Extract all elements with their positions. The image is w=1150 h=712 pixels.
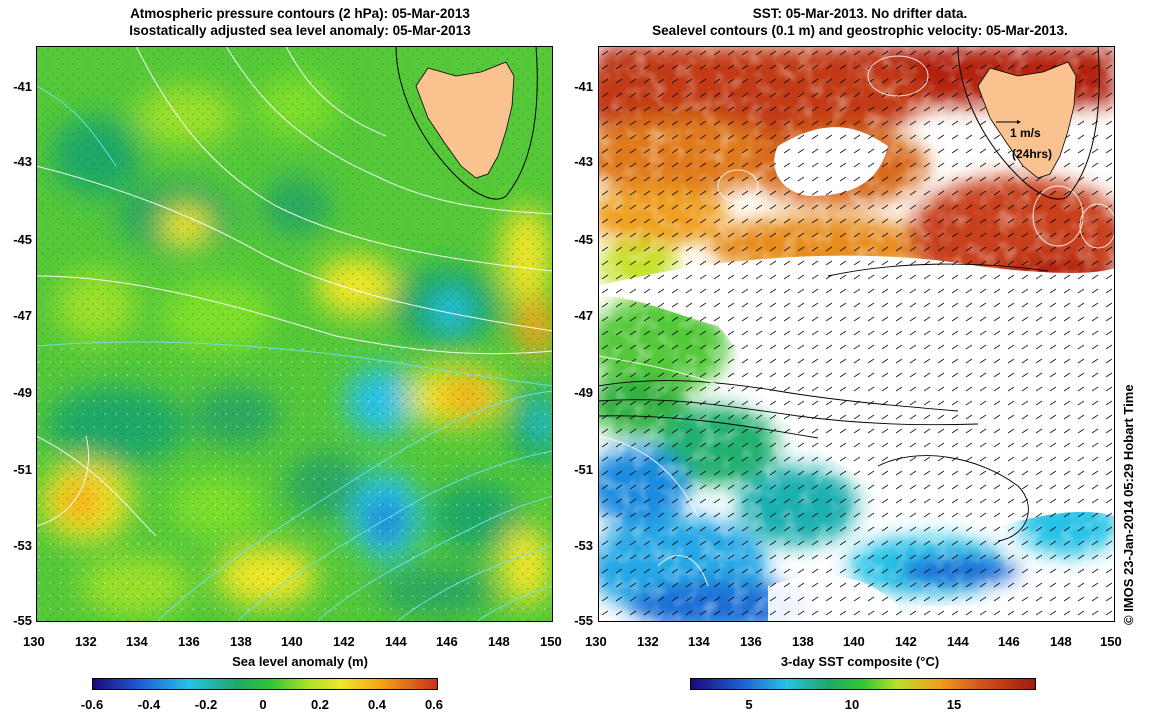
sst-map-svg: [598, 46, 1115, 622]
y-tick: -53: [13, 538, 32, 553]
right-frame: [598, 46, 1115, 622]
colorbar-tick: -0.2: [194, 697, 218, 712]
x-tick: 150: [540, 634, 562, 649]
y-tick: -49: [574, 385, 593, 400]
x-tick: 144: [947, 634, 969, 649]
colorbar-tick: 0.4: [367, 697, 387, 712]
x-tick: 134: [126, 634, 148, 649]
x-tick: 138: [230, 634, 252, 649]
y-tick: -43: [574, 154, 593, 169]
sealevel-contours: [36, 85, 553, 622]
y-tick: -51: [574, 462, 593, 477]
right-title: SST: 05-Mar-2013. No drifter data. Seale…: [600, 5, 1120, 39]
y-tick: -47: [13, 308, 32, 323]
y-tick: -41: [13, 79, 32, 94]
right-colorbar-label: 3-day SST composite (°C): [780, 654, 940, 669]
y-tick: -53: [574, 538, 593, 553]
y-tick: -51: [13, 462, 32, 477]
sst-sealevel-contours: [598, 55, 1115, 587]
sst-coastal-contour: [957, 46, 1100, 200]
x-tick: 150: [1100, 634, 1122, 649]
y-tick: -49: [13, 385, 32, 400]
x-tick: 134: [688, 634, 710, 649]
x-tick: 146: [998, 634, 1020, 649]
coastal-contour: [395, 46, 538, 200]
left-title-line2: Isostatically adjusted sea level anomaly…: [129, 23, 471, 38]
sla-colorbar: [92, 678, 438, 690]
y-tick: -55: [13, 613, 32, 628]
scale-arrow-sublabel: (24hrs): [1012, 147, 1053, 161]
y-tick: -43: [13, 154, 32, 169]
colorbar-tick: 10: [844, 697, 860, 712]
imos-credit: © IMOS 23-Jan-2014 05:29 Hobart Time: [1121, 384, 1136, 625]
x-tick: 132: [75, 634, 97, 649]
left-title: Atmospheric pressure contours (2 hPa): 0…: [40, 5, 560, 39]
colorbar-tick: 0.2: [310, 697, 330, 712]
left-colorbar-label: Sea level anomaly (m): [232, 654, 368, 669]
colorbar-tick: -0.6: [80, 697, 104, 712]
x-tick: 142: [895, 634, 917, 649]
x-tick: 146: [436, 634, 458, 649]
x-tick: 148: [488, 634, 510, 649]
colorbar-tick: 0.6: [424, 697, 444, 712]
sst-tasmania-land: [977, 61, 1077, 179]
left-frame: [36, 46, 553, 622]
sla-map-svg: [36, 46, 553, 622]
x-tick: 130: [23, 634, 45, 649]
x-tick: 142: [333, 634, 355, 649]
right-title-line2: Sealevel contours (0.1 m) and geostrophi…: [652, 23, 1068, 38]
x-tick: 136: [740, 634, 762, 649]
y-tick: -45: [13, 232, 32, 247]
y-tick: -47: [574, 308, 593, 323]
scale-arrow-label: 1 m/s: [1010, 126, 1041, 140]
sea-level-anomaly-map: [36, 46, 553, 622]
colorbar-tick: 0: [259, 697, 267, 712]
x-tick: 148: [1050, 634, 1072, 649]
sst-colorbar: [690, 678, 1036, 690]
y-tick: -45: [574, 232, 593, 247]
x-tick: 140: [281, 634, 303, 649]
x-tick: 138: [792, 634, 814, 649]
x-tick: 136: [178, 634, 200, 649]
y-tick: -55: [574, 613, 593, 628]
sst-map: 1 m/s (24hrs): [598, 46, 1115, 622]
tasmania-land: [415, 61, 515, 179]
colorbar-tick: -0.4: [137, 697, 161, 712]
colorbar-tick: 5: [745, 697, 753, 712]
left-title-line1: Atmospheric pressure contours (2 hPa): 0…: [130, 6, 470, 21]
strong-current-arrows: [598, 263, 1049, 542]
x-tick: 132: [637, 634, 659, 649]
colorbar-tick: 15: [946, 697, 962, 712]
right-title-line1: SST: 05-Mar-2013. No drifter data.: [752, 6, 968, 21]
x-tick: 140: [843, 634, 865, 649]
pressure-contours: [36, 46, 553, 537]
x-tick: 130: [585, 634, 607, 649]
y-tick: -41: [574, 79, 593, 94]
x-tick: 144: [385, 634, 407, 649]
